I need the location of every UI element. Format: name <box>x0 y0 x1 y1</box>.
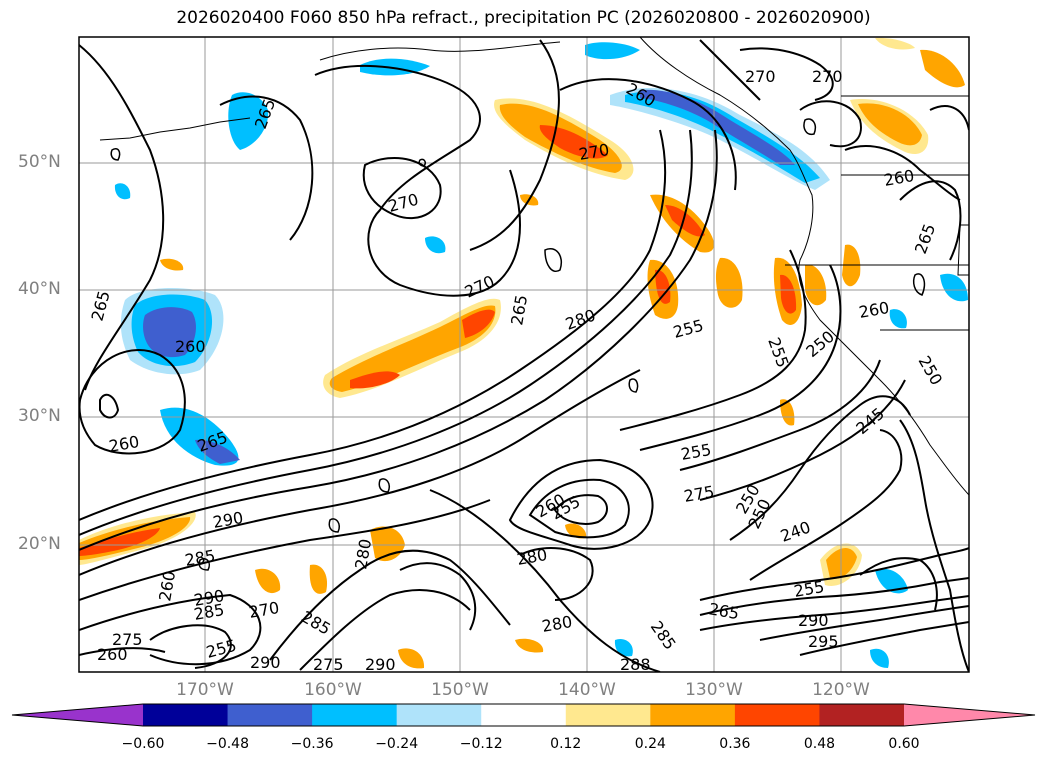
lat-label-20n: 20°N <box>18 534 61 554</box>
lat-label-40n: 40°N <box>18 279 61 299</box>
colorbar-swatch <box>481 704 567 726</box>
colorbar-tick-label: 0.24 <box>634 736 666 752</box>
contour-label: 275 <box>112 630 143 649</box>
colorbar-tick-label: −0.12 <box>459 736 503 752</box>
colorbar-swatch <box>227 704 313 726</box>
contour-label: 260 <box>97 645 128 664</box>
colorbar-tick-label: 0.60 <box>888 736 920 752</box>
graticule <box>79 37 969 672</box>
lon-label-140w: 140°W <box>558 680 616 700</box>
colorbar-swatch <box>819 704 905 726</box>
colorbar-tick-label: −0.36 <box>290 736 334 752</box>
contour-label: 290 <box>798 611 829 630</box>
small-contours <box>110 118 926 571</box>
colorbar <box>11 703 1036 727</box>
colorbar-tick-label: −0.60 <box>121 736 165 752</box>
lat-label-30n: 30°N <box>18 406 61 426</box>
colorbar-extend-max <box>904 704 1035 726</box>
colorbar-swatch <box>396 704 482 726</box>
colorbar-tick-label: −0.48 <box>206 736 249 752</box>
colorbar-tick-label: 0.36 <box>719 736 751 752</box>
contour-label: 275 <box>313 655 344 674</box>
lon-label-120w: 120°W <box>812 680 870 700</box>
colorbar-tick-label: −0.24 <box>375 736 419 752</box>
colorbar-extend-min <box>12 704 143 726</box>
coastlines <box>99 37 969 496</box>
colorbar-tick-label: 0.12 <box>550 736 582 752</box>
lat-label-50n: 50°N <box>18 152 61 172</box>
lon-label-170w: 170°W <box>176 680 234 700</box>
lon-label-150w: 150°W <box>431 680 489 700</box>
lon-label-130w: 130°W <box>685 680 743 700</box>
colorbar-swatch <box>565 704 651 726</box>
lon-label-160w: 160°W <box>304 680 362 700</box>
chart-title: 2026020400 F060 850 hPa refract., precip… <box>176 8 871 28</box>
colorbar-swatch <box>143 704 229 726</box>
colorbar-swatch <box>650 704 736 726</box>
contour-label: 260 <box>175 337 206 356</box>
map-panel: 265 270 260 270 270 270 260 265 260 265 … <box>78 36 970 674</box>
contour-label: 290 <box>365 655 396 674</box>
colorbar-outline <box>11 703 1036 727</box>
contour-label: 270 <box>745 67 776 86</box>
contour-label: 270 <box>812 67 843 86</box>
colorbar-swatch <box>734 704 820 726</box>
contour-label: 295 <box>808 632 839 651</box>
contour-label: 288 <box>620 655 651 674</box>
colorbar-swatch <box>312 704 398 726</box>
map-frame <box>78 36 970 673</box>
refractivity-contours <box>79 39 969 672</box>
colorbar-tick-label: 0.48 <box>803 736 836 752</box>
contour-label: 290 <box>250 653 281 672</box>
